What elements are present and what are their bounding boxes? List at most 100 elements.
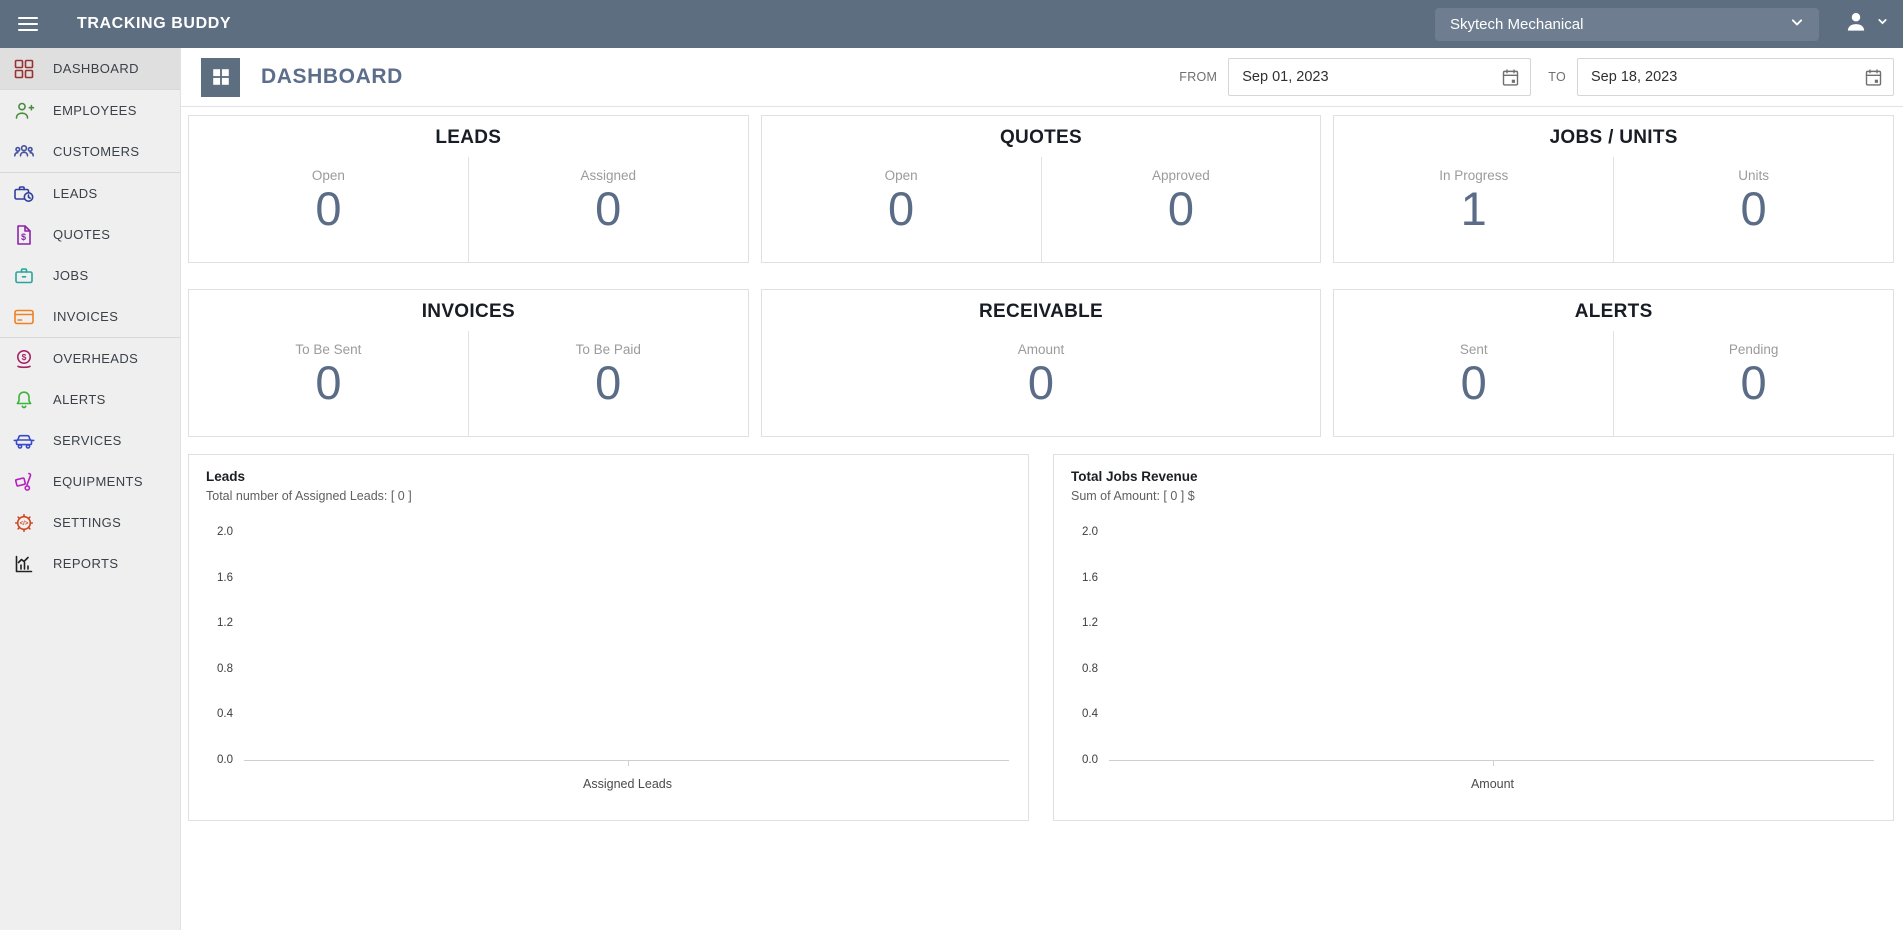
stat-col: Assigned 0 [467,157,748,262]
y-tick: 1.6 [217,571,233,584]
stat-value: 0 [888,182,915,235]
page-header: DASHBOARD FROM TO [181,48,1903,107]
sidebar-item-label: SERVICES [53,433,122,448]
y-tick: 0.0 [217,753,233,766]
to-date-field [1577,58,1894,96]
chart-plot: 2.0 1.6 1.2 0.8 0.4 0.0 [1071,526,1876,766]
sidebar-divider [0,337,180,338]
sidebar-item-employees[interactable]: EMPLOYEES [0,90,180,131]
sidebar-item-quotes[interactable]: $ QUOTES [0,214,180,255]
x-axis-label: Amount [1470,777,1515,791]
y-tick: 1.2 [217,617,233,630]
sidebar-item-label: JOBS [53,268,89,283]
sidebar-item-label: QUOTES [53,227,111,242]
y-tick: 2.0 [1082,526,1098,538]
card-title: INVOICES [421,301,515,322]
from-date-input[interactable] [1229,59,1531,95]
card-title: JOBS / UNITS [1549,127,1678,148]
stat-col: Sent 0 [1334,331,1613,436]
stats-grid: LEADS Open 0 Assigned 0 QUOTES Open [188,115,1894,437]
topbar: TRACKING BUDDY Skytech Mechanical [0,0,1903,48]
sidebar-item-services[interactable]: SERVICES [0,420,180,461]
person-add-icon [12,99,36,123]
stat-col: Approved 0 [1040,157,1321,262]
x-axis-tick [1492,761,1494,766]
stat-label: Amount [1017,342,1065,357]
y-axis: 2.0 1.6 1.2 0.8 0.4 0.0 [206,526,244,766]
sidebar-item-settings[interactable]: </> SETTINGS [0,502,180,543]
chart-subtitle: Total number of Assigned Leads: [ 0 ] [206,489,412,503]
svg-text:$: $ [21,232,26,242]
user-caret-down-icon [1876,15,1889,33]
x-axis-line [1109,760,1874,761]
bell-icon [12,388,36,412]
dashboard-grid-icon [12,57,36,81]
quotes-card: QUOTES Open 0 Approved 0 [760,115,1322,263]
sidebar-item-label: EMPLOYEES [53,103,137,118]
receivable-card: RECEIVABLE Amount 0 [760,289,1322,437]
chart-title: Leads [206,469,246,484]
sidebar-item-reports[interactable]: REPORTS [0,543,180,584]
main-content: DASHBOARD FROM TO [181,48,1903,930]
to-date-input[interactable] [1578,59,1893,95]
credit-card-icon [12,305,36,329]
stat-col: To Be Sent 0 [189,331,468,436]
stat-value: 0 [595,182,622,235]
svg-text:$: $ [22,352,27,362]
to-label: TO [1548,70,1566,84]
stat-label: Sent [1459,342,1488,357]
sidebar-divider [0,172,180,173]
company-selector[interactable]: Skytech Mechanical [1435,7,1819,41]
y-tick: 0.8 [1082,662,1098,675]
stat-value: 1 [1460,182,1487,235]
sidebar-item-customers[interactable]: CUSTOMERS [0,131,180,172]
sidebar-item-equipments[interactable]: EQUIPMENTS [0,461,180,502]
leads-chart-card: Leads Total number of Assigned Leads: [ … [188,454,1029,821]
people-group-icon [12,140,36,164]
sidebar-item-jobs[interactable]: JOBS [0,255,180,296]
sidebar-divider [0,89,180,90]
chart-plot: 2.0 1.6 1.2 0.8 0.4 0.0 [206,526,1011,766]
y-tick: 1.6 [1082,571,1098,584]
card-title: QUOTES [999,127,1082,148]
from-date-field [1228,58,1532,96]
briefcase-clock-icon [12,182,36,206]
sidebar: DASHBOARD EMPLOYEES CUSTOMERS LEADS $ [0,48,181,930]
stat-label: To Be Paid [575,342,641,357]
calendar-icon[interactable] [1500,67,1521,93]
chevron-down-icon [1787,12,1807,36]
calendar-icon[interactable] [1863,67,1884,93]
stat-value: 0 [1740,356,1767,409]
sidebar-item-invoices[interactable]: INVOICES [0,296,180,337]
stat-col: Pending 0 [1613,331,1893,436]
sidebar-item-dashboard[interactable]: DASHBOARD [0,48,180,89]
user-avatar-icon [1843,9,1869,40]
sidebar-item-overheads[interactable]: $ OVERHEADS [0,338,180,379]
card-title: RECEIVABLE [978,301,1104,322]
stat-label: Approved [1152,168,1210,183]
sidebar-item-alerts[interactable]: ALERTS [0,379,180,420]
stat-value: 0 [595,356,622,409]
sidebar-item-leads[interactable]: LEADS [0,173,180,214]
user-menu[interactable] [1843,9,1889,40]
card-title: LEADS [435,127,502,148]
revenue-chart-card: Total Jobs Revenue Sum of Amount: [ 0 ] … [1053,454,1894,821]
y-tick: 2.0 [217,526,233,538]
coin-dollar-icon: $ [12,347,36,371]
briefcase-icon [12,264,36,288]
stat-value: 0 [1167,182,1194,235]
stat-col: In Progress 1 [1334,157,1613,262]
sidebar-item-label: REPORTS [53,556,119,571]
app-title: TRACKING BUDDY [77,15,232,32]
stat-label: To Be Sent [295,342,362,357]
sidebar-item-label: ALERTS [53,392,106,407]
y-axis: 2.0 1.6 1.2 0.8 0.4 0.0 [1071,526,1109,766]
from-label: FROM [1179,70,1218,84]
stat-value: 0 [315,182,342,235]
stat-col: To Be Paid 0 [467,331,748,436]
hamburger-menu-icon[interactable] [15,11,41,37]
y-tick: 0.4 [217,708,233,721]
date-range: FROM TO [1179,58,1894,96]
sidebar-item-label: DASHBOARD [53,61,139,76]
stat-label: Pending [1728,342,1779,357]
